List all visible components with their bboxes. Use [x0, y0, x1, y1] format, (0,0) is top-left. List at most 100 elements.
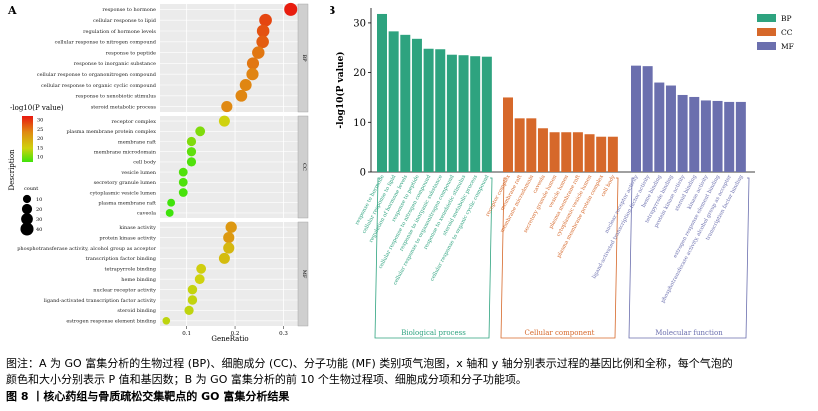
bar-bp [411, 38, 422, 173]
color-tick-label: 25 [37, 127, 43, 133]
figure-caption-line-1: 图注：A 为 GO 富集分析的生物过程 (BP)、细胞成分 (CC)、分子功能 … [6, 357, 733, 370]
bar-mf [712, 100, 723, 172]
bar-bp [481, 56, 492, 172]
bar-mf [677, 94, 688, 172]
facet-panel [160, 4, 298, 112]
bar-cc [607, 136, 618, 172]
term-label: membrane raft [118, 139, 156, 145]
bar-mf [700, 100, 711, 172]
group-bracket-label: Molecular function [655, 329, 723, 337]
bubble-facets: response to hormone cellular response to … [17, 2, 309, 337]
color-gradient-bar [22, 116, 33, 162]
bubble-legend: -log10(P value) 30 25 20 15 10 Description coun… [8, 104, 64, 236]
term-label: cellular response to lipid [93, 18, 157, 24]
bar-bp [400, 34, 411, 172]
bubble-point [178, 188, 188, 197]
term-label: membrane microdomain [94, 150, 157, 156]
group-bracket [500, 177, 619, 339]
size-legend-label: 30 [36, 217, 42, 223]
bubble-point [187, 295, 198, 305]
bar-bp [446, 54, 457, 173]
bar-cc [514, 118, 525, 172]
bubble-point [162, 316, 171, 325]
color-tick-label: 20 [37, 136, 43, 142]
legend-swatch [757, 28, 776, 36]
bubble-point [235, 89, 248, 102]
bubble-point [218, 115, 230, 127]
size-legend-label: 40 [36, 227, 42, 233]
term-label: vesicle lumen [120, 170, 156, 176]
bubble-point [178, 167, 188, 177]
term-label: steroid binding [117, 308, 156, 314]
bar-cc [526, 118, 537, 172]
term-label: cellular response to nitrogen compound [55, 40, 157, 46]
term-label: response to inorganic substance [74, 61, 156, 67]
bubble-point [186, 157, 197, 167]
bar-cc [572, 132, 583, 172]
bubble-point [178, 177, 188, 187]
group-bracket-label: Cellular component [525, 329, 595, 337]
bar-mf [735, 101, 746, 172]
term-label: tetrapyrrole binding [104, 267, 156, 273]
bubble-point [165, 208, 174, 217]
bubble-point [284, 2, 298, 16]
bubble-point [196, 263, 207, 274]
size-legend-dot [20, 222, 34, 236]
panel-b-label: B [330, 4, 335, 17]
bubble-point [167, 198, 176, 207]
group-bracket [374, 177, 493, 339]
term-label: cytoplasmic vesicle lumen [90, 190, 157, 196]
size-legend-title: count [24, 186, 38, 192]
bar-mf [724, 101, 735, 172]
bar-cc [503, 97, 513, 172]
y-tick-label: 10 [353, 118, 366, 129]
term-label: caveola [137, 211, 156, 217]
bubble-point [252, 46, 265, 59]
bar-bp [458, 55, 469, 172]
color-tick-label: 10 [37, 154, 43, 160]
term-label: response to peptide [106, 50, 156, 56]
facet-strip [297, 221, 309, 327]
size-legend-dot [21, 213, 33, 225]
bar-bp [470, 56, 481, 172]
color-tick-label: 15 [37, 145, 43, 151]
bubble-point [246, 57, 260, 70]
y-tick-label: 30 [353, 18, 366, 29]
group-bracket-label: Biological process [401, 329, 466, 337]
bar-mf [689, 96, 700, 172]
x-tick-label: 0.2 [231, 331, 240, 337]
bubble-point [246, 68, 259, 81]
color-legend-title: -log10(P value) [10, 104, 64, 112]
bubble-point [218, 252, 230, 264]
term-label: cellular response to organic cyclic comp… [41, 83, 157, 89]
legend-label: BP [781, 14, 792, 23]
facet-strip [297, 3, 309, 113]
bar-bp [423, 48, 434, 173]
term-label: plasma membrane protein complex [66, 129, 156, 135]
bubble-point [195, 126, 206, 137]
facet-strip-label: CC [301, 163, 307, 171]
bar-mf [665, 85, 676, 172]
term-label: ligand-activated transcription factor ac… [44, 298, 156, 304]
bar-category-label: ligand-activated transcription factor ac… [591, 174, 651, 280]
term-label: protein kinase activity [99, 235, 156, 241]
term-label: plasma membrane raft [98, 201, 156, 207]
bar-mf [631, 65, 641, 172]
bubble-point [225, 221, 237, 233]
bubble-point [256, 35, 269, 49]
bubble-point [239, 79, 252, 91]
term-label: steroid metabolic process [91, 104, 157, 110]
term-label: response to hormone [102, 7, 156, 13]
bar-cc [561, 132, 572, 172]
bubble-chart-panel-a: A response to hormone cellular response t… [7, 2, 309, 343]
bubble-point [221, 101, 233, 113]
facet-strip-label: BP [301, 54, 307, 62]
bubble-point [186, 147, 197, 157]
term-label: phosphotransferase activity, alcohol gro… [17, 246, 156, 252]
bar-mf [654, 82, 665, 172]
bar-bp [388, 31, 399, 173]
bubble-point [187, 284, 198, 295]
bar-cc [549, 132, 560, 172]
bubble-point [256, 24, 270, 38]
facet-strip [297, 115, 309, 219]
